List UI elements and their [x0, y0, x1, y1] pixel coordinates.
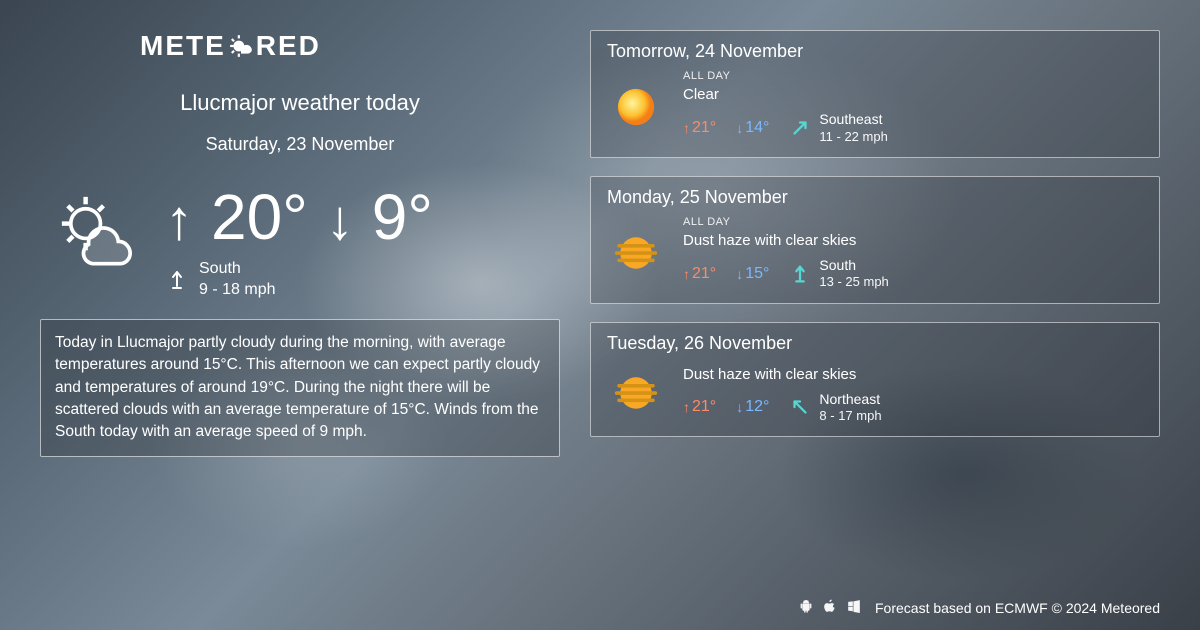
up-arrow-icon: ↑: [683, 120, 690, 136]
card-title: Monday, 25 November: [607, 187, 1143, 208]
up-arrow-icon: ↑: [683, 399, 690, 415]
wind-range: 8 - 17 mph: [819, 408, 881, 424]
stat-wind: South 13 - 25 mph: [789, 257, 888, 291]
card-body: Dust haze with clear skies ↑21° ↓12° Nor…: [607, 362, 1143, 425]
wind-arrow-icon: [789, 117, 811, 139]
wind-arrow-icon: [789, 396, 811, 418]
haze-icon: [607, 364, 665, 422]
stat-wind: Southeast 11 - 22 mph: [789, 111, 887, 145]
condition-text: Dust haze with clear skies: [683, 232, 1143, 249]
temp-row: ↑ 20° ↓ 9°: [165, 185, 433, 249]
stat-hi: ↑21°: [683, 265, 716, 283]
platform-icons: [799, 599, 861, 616]
hi-value: 21°: [692, 119, 716, 137]
partly-cloudy-icon: [50, 185, 145, 280]
today-wind-range: 9 - 18 mph: [199, 280, 275, 301]
forecast-card-1: Monday, 25 November ALL DAY Dust haze wi…: [590, 176, 1160, 304]
today-hi: 20°: [211, 185, 308, 249]
stat-hi: ↑21°: [683, 398, 716, 416]
card-info: Dust haze with clear skies ↑21° ↓12° Nor…: [683, 362, 1143, 425]
card-info: ALL DAY Clear ↑21° ↓14° Southeast 11 - 2…: [683, 70, 1143, 145]
condition-text: Dust haze with clear skies: [683, 366, 1143, 383]
hi-arrow-icon: ↑: [165, 192, 193, 248]
today-wind-dir: South: [199, 259, 275, 280]
hi-value: 21°: [692, 398, 716, 416]
card-body: ALL DAY Clear ↑21° ↓14° Southeast 11 - 2…: [607, 70, 1143, 145]
lo-value: 12°: [745, 398, 769, 416]
left-column: METE RED Llucmajor weather today Saturda…: [40, 30, 560, 610]
wind-dir: South: [819, 257, 888, 275]
right-column: Tomorrow, 24 November ALL DAY Clear ↑21°…: [590, 30, 1160, 610]
android-icon: [799, 599, 813, 616]
lo-value: 15°: [745, 265, 769, 283]
card-stats: ↑21° ↓15° South 13 - 25 mph: [683, 257, 1143, 291]
wind-range: 13 - 25 mph: [819, 274, 888, 290]
stat-lo: ↓14°: [736, 119, 769, 137]
today-wind-text: South 9 - 18 mph: [199, 259, 275, 301]
wind-detail: South 13 - 25 mph: [819, 257, 888, 291]
location-title: Llucmajor weather today: [40, 90, 560, 116]
wind-direction-icon: [165, 268, 189, 292]
all-day-label: ALL DAY: [683, 216, 1143, 228]
card-title: Tuesday, 26 November: [607, 333, 1143, 354]
windows-icon: [847, 599, 861, 616]
stat-hi: ↑21°: [683, 119, 716, 137]
wind-dir: Northeast: [819, 391, 881, 409]
card-title: Tomorrow, 24 November: [607, 41, 1143, 62]
stat-lo: ↓15°: [736, 265, 769, 283]
today-temps: ↑ 20° ↓ 9° South 9 - 18 mph: [165, 185, 433, 301]
today-summary: ↑ 20° ↓ 9° South 9 - 18 mph: [50, 185, 560, 301]
wind-detail: Southeast 11 - 22 mph: [819, 111, 887, 145]
condition-text: Clear: [683, 86, 1143, 103]
card-body: ALL DAY Dust haze with clear skies ↑21° …: [607, 216, 1143, 291]
card-stats: ↑21° ↓12° Northeast 8 - 17 mph: [683, 391, 1143, 425]
down-arrow-icon: ↓: [736, 120, 743, 136]
brand-text-left: METE: [140, 30, 226, 62]
down-arrow-icon: ↓: [736, 399, 743, 415]
stat-lo: ↓12°: [736, 398, 769, 416]
today-wind: South 9 - 18 mph: [165, 259, 433, 301]
lo-arrow-icon: ↓: [326, 192, 354, 248]
wind-detail: Northeast 8 - 17 mph: [819, 391, 881, 425]
brand-logo: METE RED: [140, 30, 560, 62]
wind-dir: Southeast: [819, 111, 887, 129]
stat-wind: Northeast 8 - 17 mph: [789, 391, 881, 425]
wind-range: 11 - 22 mph: [819, 129, 887, 145]
card-stats: ↑21° ↓14° Southeast 11 - 22 mph: [683, 111, 1143, 145]
card-info: ALL DAY Dust haze with clear skies ↑21° …: [683, 216, 1143, 291]
forecast-card-2: Tuesday, 26 November Dust haze with clea…: [590, 322, 1160, 438]
down-arrow-icon: ↓: [736, 266, 743, 282]
wind-arrow-icon: [789, 263, 811, 285]
haze-icon: [607, 224, 665, 282]
footer: Forecast based on ECMWF © 2024 Meteored: [799, 599, 1160, 616]
lo-value: 14°: [745, 119, 769, 137]
today-date: Saturday, 23 November: [40, 134, 560, 155]
forecast-description: Today in Llucmajor partly cloudy during …: [40, 319, 560, 457]
up-arrow-icon: ↑: [683, 266, 690, 282]
brand-text-right: RED: [256, 30, 321, 62]
sunny-icon: [607, 78, 665, 136]
footer-text: Forecast based on ECMWF © 2024 Meteored: [875, 600, 1160, 616]
hi-value: 21°: [692, 265, 716, 283]
today-lo: 9°: [372, 185, 433, 249]
forecast-card-0: Tomorrow, 24 November ALL DAY Clear ↑21°…: [590, 30, 1160, 158]
brand-sun-icon: [228, 33, 254, 59]
apple-icon: [823, 599, 837, 616]
weather-page: METE RED Llucmajor weather today Saturda…: [0, 0, 1200, 630]
all-day-label: ALL DAY: [683, 70, 1143, 82]
